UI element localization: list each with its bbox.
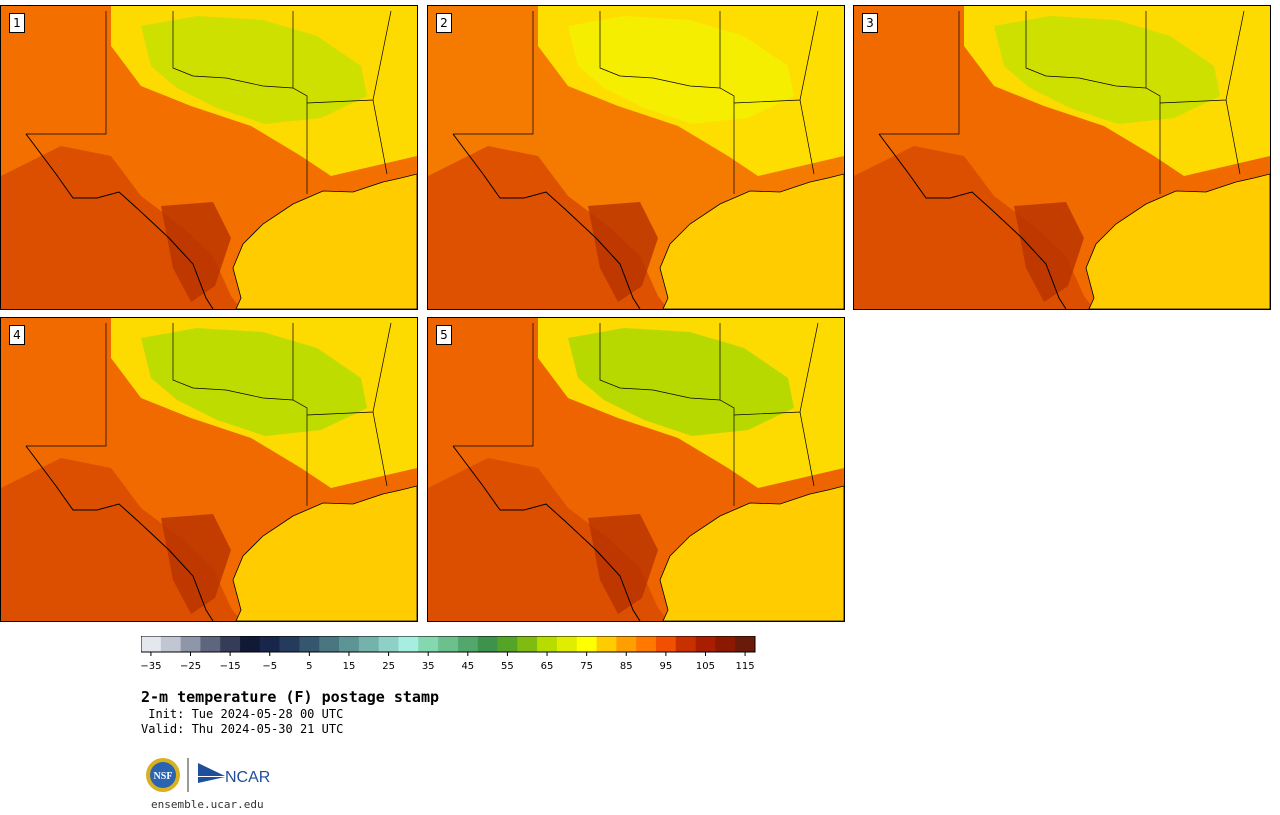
postage-stamp-panel-2: 2 (427, 5, 845, 310)
ncar-logo-text: NCAR (225, 769, 270, 786)
colorbar-swatch (715, 636, 736, 652)
postage-stamp-panel-3: 3 (853, 5, 1271, 310)
colorbar-tick-label: 65 (541, 661, 554, 672)
panel-number-label: 1 (9, 13, 25, 33)
colorbar-tick-label: 55 (501, 661, 514, 672)
colorbar-frame (141, 636, 756, 653)
colorbar-tick-label: −25 (180, 661, 201, 672)
postage-stamp-panel-1: 1 (0, 5, 418, 310)
colorbar-tick-label: 95 (660, 661, 673, 672)
colorbar-swatch (477, 636, 498, 652)
state-borders (453, 322, 819, 506)
colorbar-swatch (279, 636, 300, 652)
colorbar-swatch (497, 636, 518, 652)
gulf-of-mexico (1085, 173, 1270, 309)
colorbar-swatch (240, 636, 261, 652)
colorbar-swatch (398, 636, 419, 652)
international-border (452, 445, 641, 621)
colorbar-swatch (695, 636, 716, 652)
gulf-of-mexico (659, 485, 844, 621)
hottest-region (1014, 202, 1084, 302)
colorbar-swatch (339, 636, 360, 652)
colorbar-swatch (517, 636, 538, 652)
hottest-region (588, 202, 658, 302)
international-border (25, 445, 214, 621)
website-link[interactable]: ensemble.ucar.edu (151, 798, 264, 811)
postage-stamp-panel-5: 5 (427, 317, 845, 622)
colorbar-swatch (299, 636, 320, 652)
hottest-region (161, 514, 231, 614)
gulf-of-mexico (659, 173, 844, 309)
temperature-map (428, 318, 844, 621)
state-borders (879, 10, 1245, 194)
colorbar-tick-label: 5 (306, 661, 312, 672)
cool-region (141, 328, 367, 436)
colorbar-tick-label: 115 (736, 661, 755, 672)
colorbar: −35 −25 −15 −5 5 15 25 35 45 55 65 75 85 95 105 115 (141, 636, 756, 672)
init-time: Init: Tue 2024-05-28 00 UTC (141, 707, 344, 721)
colorbar-swatch (596, 636, 617, 652)
colorbar-swatch (358, 636, 379, 652)
international-border (878, 133, 1067, 309)
gulf-of-mexico (232, 485, 417, 621)
colorbar-swatch (675, 636, 696, 652)
temperature-map (428, 6, 844, 309)
temperature-map (854, 6, 1270, 309)
colorbar-swatch (418, 636, 439, 652)
state-borders (453, 10, 819, 194)
panel-number-label: 4 (9, 325, 25, 345)
colorbar-swatch (160, 636, 181, 652)
gulf-of-mexico (232, 173, 417, 309)
hottest-region (161, 202, 231, 302)
valid-time: Valid: Thu 2024-05-30 21 UTC (141, 722, 344, 736)
colorbar-tick-label: 105 (696, 661, 715, 672)
cool-region (141, 16, 367, 124)
colorbar-tick-label: 75 (580, 661, 593, 672)
state-borders (26, 10, 392, 194)
colorbar-tick-label: 25 (382, 661, 395, 672)
colorbar-swatch (457, 636, 479, 652)
colorbar-swatch (556, 636, 578, 652)
colorbar-tick-label: 15 (343, 661, 356, 672)
colorbar-tick-label: 85 (620, 661, 633, 672)
colorbar-tick-label: 35 (422, 661, 435, 672)
cool-region (568, 328, 794, 436)
colorbar-tick-label: −5 (262, 661, 277, 672)
colorbar-swatch (537, 636, 558, 652)
state-borders (26, 322, 392, 506)
colorbar-swatch (200, 636, 221, 652)
colorbar-swatch (735, 636, 756, 652)
postage-stamp-panel-4: 4 (0, 317, 418, 622)
colorbar-swatch (259, 636, 280, 652)
colorbar-tick-label: −35 (141, 661, 161, 672)
colorbar-tick-label: 45 (461, 661, 474, 672)
colorbar-swatch (220, 636, 241, 652)
colorbar-tick-label: −15 (220, 661, 241, 672)
nsf-ncar-logo: NSF NCAR (146, 758, 270, 792)
colorbar-swatch (319, 636, 340, 652)
international-border (25, 133, 214, 309)
panel-number-label: 3 (862, 13, 878, 33)
hottest-region (588, 514, 658, 614)
colorbar-swatch (438, 636, 459, 652)
colorbar-swatch (616, 636, 637, 652)
cool-region (568, 16, 794, 124)
colorbar-swatch (141, 636, 162, 652)
colorbar-swatch (378, 636, 399, 652)
temperature-map (1, 318, 417, 621)
colorbar-swatch (636, 636, 657, 652)
cool-region (994, 16, 1220, 124)
colorbar-swatch (180, 636, 201, 652)
panel-number-label: 5 (436, 325, 452, 345)
temperature-map (1, 6, 417, 309)
chart-title: 2-m temperature (F) postage stamp (141, 688, 440, 706)
nsf-logo-text: NSF (154, 771, 173, 782)
colorbar-swatch (655, 636, 677, 652)
panel-number-label: 2 (436, 13, 452, 33)
colorbar-swatch (576, 636, 597, 652)
international-border (452, 133, 641, 309)
